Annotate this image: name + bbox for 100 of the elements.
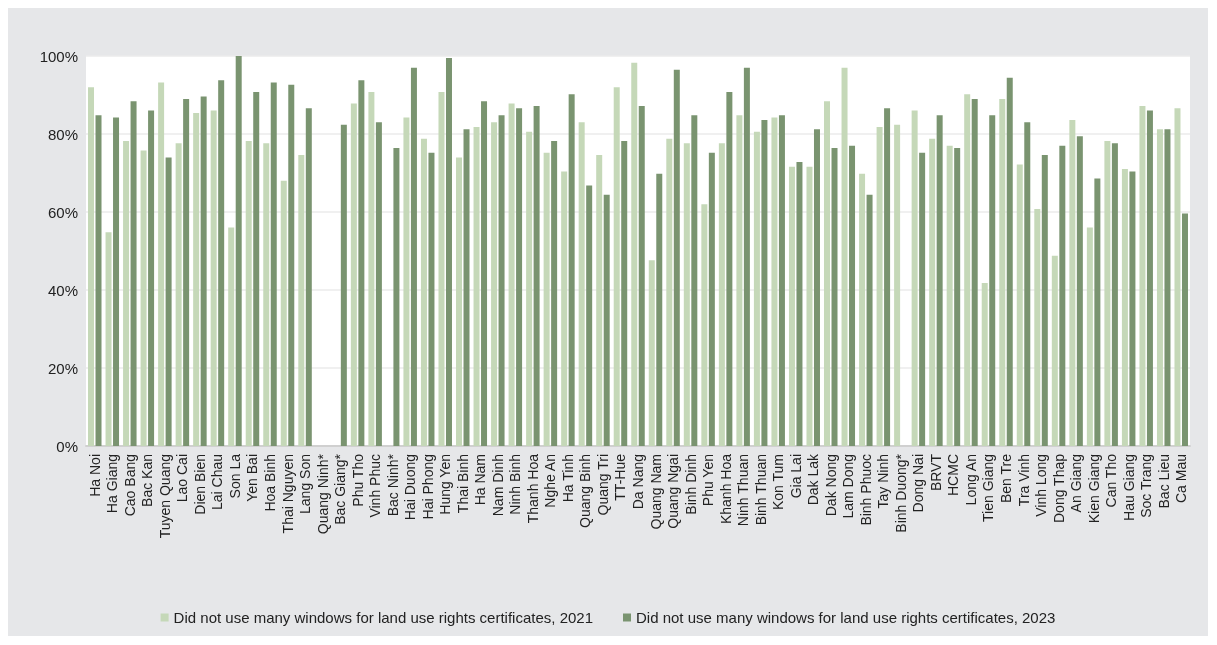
- bar: [1041, 155, 1048, 446]
- bar: [831, 148, 838, 446]
- x-tick-label: Hai Duong: [402, 454, 419, 521]
- bar: [859, 173, 866, 446]
- bar: [989, 115, 996, 446]
- bar: [1129, 171, 1136, 446]
- bar: [235, 56, 242, 446]
- bar: [1121, 169, 1128, 446]
- bar: [603, 194, 610, 446]
- y-tick-label: 80%: [47, 125, 78, 143]
- bar: [718, 143, 725, 446]
- bar: [193, 112, 200, 446]
- bar: [743, 67, 750, 446]
- y-tick-label: 0%: [56, 437, 78, 455]
- bar: [113, 117, 120, 446]
- x-tick-label: Da Nang: [630, 454, 646, 510]
- bar: [936, 115, 943, 446]
- x-tick-label: Quang Ninh*: [314, 453, 331, 535]
- x-tick-label: Quang Ngai: [665, 454, 682, 529]
- bar: [210, 110, 217, 446]
- x-tick-label: Ha Noi: [86, 454, 103, 497]
- bar: [368, 91, 375, 446]
- bar: [1069, 119, 1076, 446]
- bar: [200, 96, 207, 446]
- bar: [884, 108, 891, 446]
- bar: [88, 87, 95, 446]
- bar: [1156, 129, 1163, 446]
- bar: [270, 82, 277, 446]
- bar: [218, 80, 225, 446]
- legend-label: Did not use many windows for land use rights certificates, 2023: [636, 609, 1056, 626]
- bar: [105, 232, 112, 446]
- bar: [438, 91, 445, 446]
- x-tick-label: Thai Binh: [454, 454, 471, 514]
- bar: [410, 67, 417, 446]
- bar: [130, 101, 137, 446]
- x-tick-label: TT-Hue: [612, 453, 629, 501]
- x-tick-label: Ha Nam: [472, 454, 489, 506]
- bar: [508, 103, 515, 446]
- x-tick-label: Can Tho: [1103, 453, 1120, 508]
- x-tick-label: Tay Ninh: [875, 454, 892, 509]
- bar: [1051, 255, 1058, 446]
- bar: [954, 148, 961, 446]
- x-tick-label: Gia Lai: [787, 454, 804, 499]
- x-tick-label: Ninh Binh: [507, 454, 524, 515]
- x-tick-label: Hai Phong: [419, 454, 436, 520]
- bar: [1164, 129, 1171, 446]
- bar: [280, 180, 287, 446]
- bar: [656, 173, 663, 446]
- bar: [95, 115, 102, 446]
- bar: [796, 162, 803, 446]
- x-tick-label: Quang Nam: [647, 454, 664, 530]
- bar: [761, 119, 768, 446]
- x-tick-label: Lam Dong: [840, 454, 857, 519]
- bar: [148, 110, 155, 446]
- x-tick-label: Kon Tum: [770, 454, 787, 511]
- bar: [708, 152, 715, 446]
- bar: [946, 145, 953, 446]
- bar: [288, 84, 295, 446]
- x-tick-label: Dong Thap: [1050, 453, 1067, 524]
- x-tick-label: Quang Tri: [594, 454, 611, 516]
- bar: [964, 94, 971, 446]
- bar: [445, 57, 452, 446]
- bar: [456, 157, 463, 446]
- bar: [691, 115, 698, 446]
- bar: [420, 138, 427, 446]
- x-tick-label: Vinh Long: [1033, 454, 1050, 517]
- bar: [393, 148, 400, 446]
- x-tick-label: Tien Giang: [980, 454, 997, 522]
- x-tick-label: Quang Binh: [577, 454, 594, 528]
- x-tick-label: Nam Dinh: [489, 454, 506, 517]
- x-tick-label: Phu Tho: [349, 453, 366, 507]
- x-tick-label: Bac Giang*: [332, 453, 349, 525]
- bar: [586, 185, 593, 446]
- x-tick-label: Phu Yen: [700, 454, 717, 507]
- bar: [551, 141, 558, 446]
- bar: [578, 122, 585, 446]
- bar: [1181, 213, 1188, 446]
- bar: [1111, 143, 1118, 446]
- bar: [516, 108, 523, 446]
- y-tick-label: 100%: [39, 47, 78, 65]
- bar: [813, 129, 820, 446]
- bar: [1146, 110, 1153, 446]
- x-tick-label: Thanh Hoa: [524, 453, 541, 524]
- bar: [158, 82, 165, 446]
- bar: [1174, 108, 1181, 446]
- bar: [1016, 164, 1023, 446]
- bar: [1094, 178, 1101, 446]
- x-tick-label: Bac Ninh*: [384, 453, 401, 517]
- x-tick-label: Vinh Phuc: [367, 454, 384, 518]
- bar: [929, 138, 936, 446]
- bar: [228, 227, 235, 446]
- x-tick-label: Son La: [226, 453, 243, 499]
- bar: [1139, 105, 1146, 446]
- bar: [1059, 145, 1066, 446]
- legend-label: Did not use many windows for land use rights certificates, 2021: [173, 609, 594, 626]
- y-tick-label: 60%: [47, 203, 78, 221]
- x-tick-label: Hung Yen: [437, 454, 454, 515]
- x-tick-label: Ben Tre: [998, 453, 1014, 504]
- bar: [911, 110, 918, 446]
- bar: [526, 131, 533, 446]
